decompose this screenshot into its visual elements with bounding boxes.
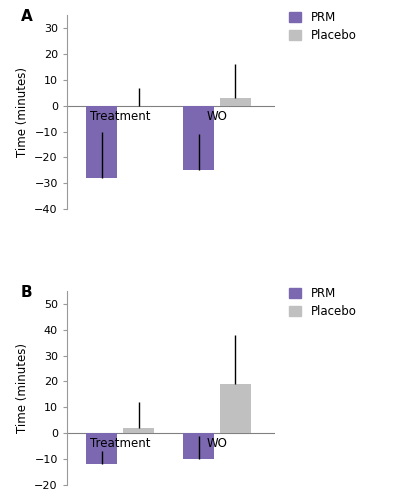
Legend: PRM, Placebo: PRM, Placebo bbox=[289, 287, 356, 318]
Text: WO: WO bbox=[207, 110, 228, 122]
Text: B: B bbox=[21, 285, 33, 300]
Bar bbox=[183, 433, 214, 459]
Y-axis label: Time (minutes): Time (minutes) bbox=[16, 67, 29, 157]
Bar bbox=[220, 98, 251, 106]
Legend: PRM, Placebo: PRM, Placebo bbox=[289, 11, 356, 42]
Bar bbox=[86, 433, 117, 464]
Y-axis label: Time (minutes): Time (minutes) bbox=[16, 343, 29, 433]
Bar bbox=[220, 384, 251, 433]
Bar bbox=[123, 428, 154, 433]
Bar bbox=[183, 106, 214, 170]
Bar bbox=[86, 106, 117, 178]
Text: Treatment: Treatment bbox=[90, 437, 151, 450]
Text: Treatment: Treatment bbox=[90, 110, 151, 122]
Text: WO: WO bbox=[207, 437, 228, 450]
Text: A: A bbox=[21, 9, 33, 24]
